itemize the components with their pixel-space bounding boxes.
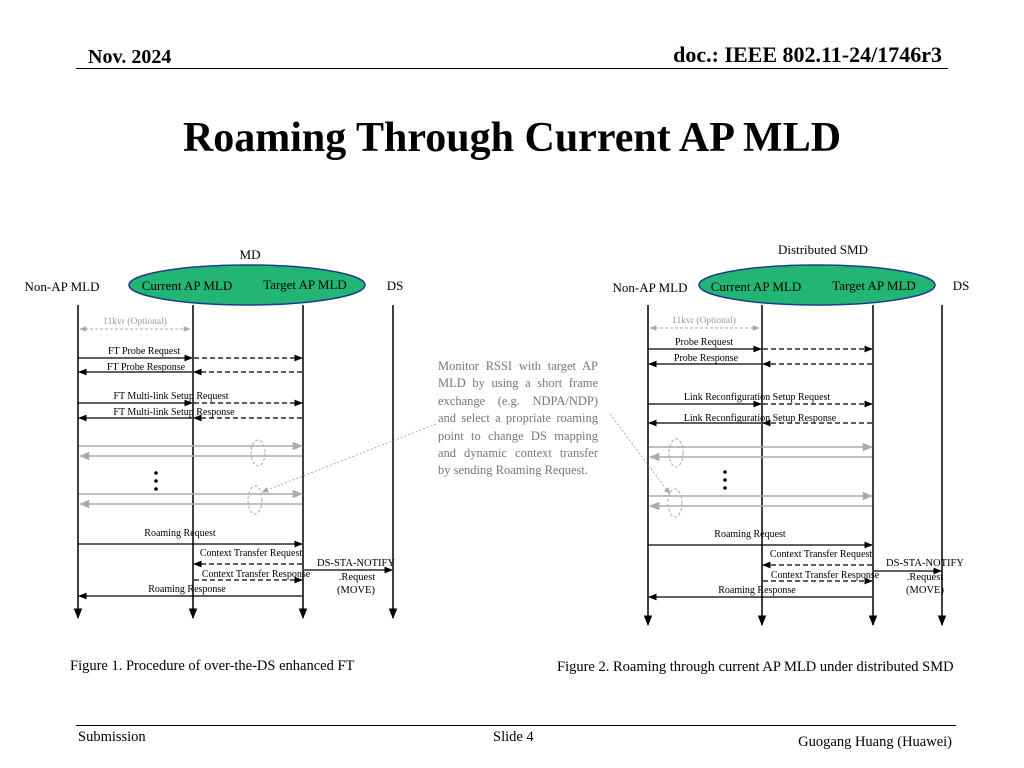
fig2-roam-req-label: Roaming Request (714, 529, 786, 540)
fig2-msg3-label: Link Reconfiguration Setup Request (684, 392, 831, 403)
header-date: Nov. 2024 (88, 46, 172, 68)
fig1-msg2-label: FT Probe Response (107, 362, 186, 373)
header-divider (76, 68, 948, 69)
fig2-entity-target-ap: Target AP MLD (832, 278, 916, 293)
fig1-group-label: MD (240, 247, 261, 262)
fig1-entity-target-ap: Target AP MLD (263, 277, 347, 292)
footer-submission: Submission (78, 729, 146, 745)
fig2-ds-move-label: (MOVE) (906, 585, 944, 596)
fig2-ds-request-label: .Request (907, 572, 944, 583)
fig2-roam-resp-label: Roaming Response (718, 585, 796, 596)
desc-pointer-left (261, 423, 437, 493)
figure-2-caption: Figure 2. Roaming through current AP MLD… (557, 659, 954, 675)
roaming-description: Monitor RSSI with target AP MLD by using… (438, 359, 598, 478)
fig1-entity-ds: DS (387, 278, 404, 293)
figure-2-diagram: Distributed SMD Non-AP MLD Current AP ML… (613, 242, 970, 627)
fig2-group-label: Distributed SMD (778, 242, 868, 257)
desc-pointer-right (609, 413, 671, 495)
fig1-roam-req-label: Roaming Request (144, 528, 216, 539)
fig2-highlight-ellipse-2 (667, 488, 683, 518)
slide-title: Roaming Through Current AP MLD (182, 115, 842, 161)
figure-1-diagram: MD Non-AP MLD Current AP MLD Target AP M… (25, 247, 404, 620)
fig2-ctx-resp-label: Context Transfer Response (771, 570, 880, 581)
footer-author: Guogang Huang (Huawei) (798, 734, 952, 750)
fig1-entity-non-ap: Non-AP MLD (25, 279, 100, 294)
fig1-ellipsis-dots (154, 471, 158, 491)
fig2-highlight-ellipse-1 (668, 438, 684, 468)
fig2-ctx-req-label: Context Transfer Request (770, 549, 872, 560)
fig1-ds-request-label: .Request (339, 572, 376, 583)
fig1-entity-current-ap: Current AP MLD (142, 278, 233, 293)
fig2-msg1-label: Probe Request (675, 337, 733, 348)
fig2-entity-current-ap: Current AP MLD (711, 279, 802, 294)
fig1-highlight-ellipse-2 (247, 485, 263, 515)
footer-slide-number: Slide 4 (493, 729, 534, 745)
fig2-msg2-label: Probe Response (674, 353, 739, 364)
fig1-msg1-label: FT Probe Request (108, 346, 180, 357)
fig1-msg3-label: FT Multi-link Setup Request (113, 391, 228, 402)
fig2-smd-ellipse (698, 264, 936, 306)
fig1-roam-resp-label: Roaming Response (148, 584, 226, 595)
fig1-md-ellipse (128, 264, 366, 306)
fig2-entity-ds: DS (953, 278, 970, 293)
fig2-ds-notify-label: DS-STA-NOTIFY (886, 558, 964, 569)
fig1-ctx-req-label: Context Transfer Request (200, 548, 302, 559)
fig1-ds-notify-label: DS-STA-NOTIFY (317, 558, 395, 569)
fig1-ds-move-label: (MOVE) (337, 585, 375, 596)
figure-1-caption: Figure 1. Procedure of over-the-DS enhan… (70, 658, 355, 674)
fig1-msg4-label: FT Multi-link Setup Response (113, 407, 235, 418)
header-doc-id: doc.: IEEE 802.11-24/1746r3 (673, 42, 942, 67)
fig2-optional-label: 11kvr (Optional) (672, 315, 736, 326)
footer-divider (76, 725, 956, 726)
fig1-ctx-resp-label: Context Transfer Response (202, 569, 311, 580)
fig2-entity-non-ap: Non-AP MLD (613, 280, 688, 295)
fig1-optional-label: 11kvr (Optional) (103, 316, 167, 327)
fig2-ellipsis-dots (723, 470, 727, 490)
fig1-highlight-ellipse-1 (250, 439, 266, 467)
fig2-msg4-label: Link Reconfiguration Setup Response (684, 413, 837, 424)
